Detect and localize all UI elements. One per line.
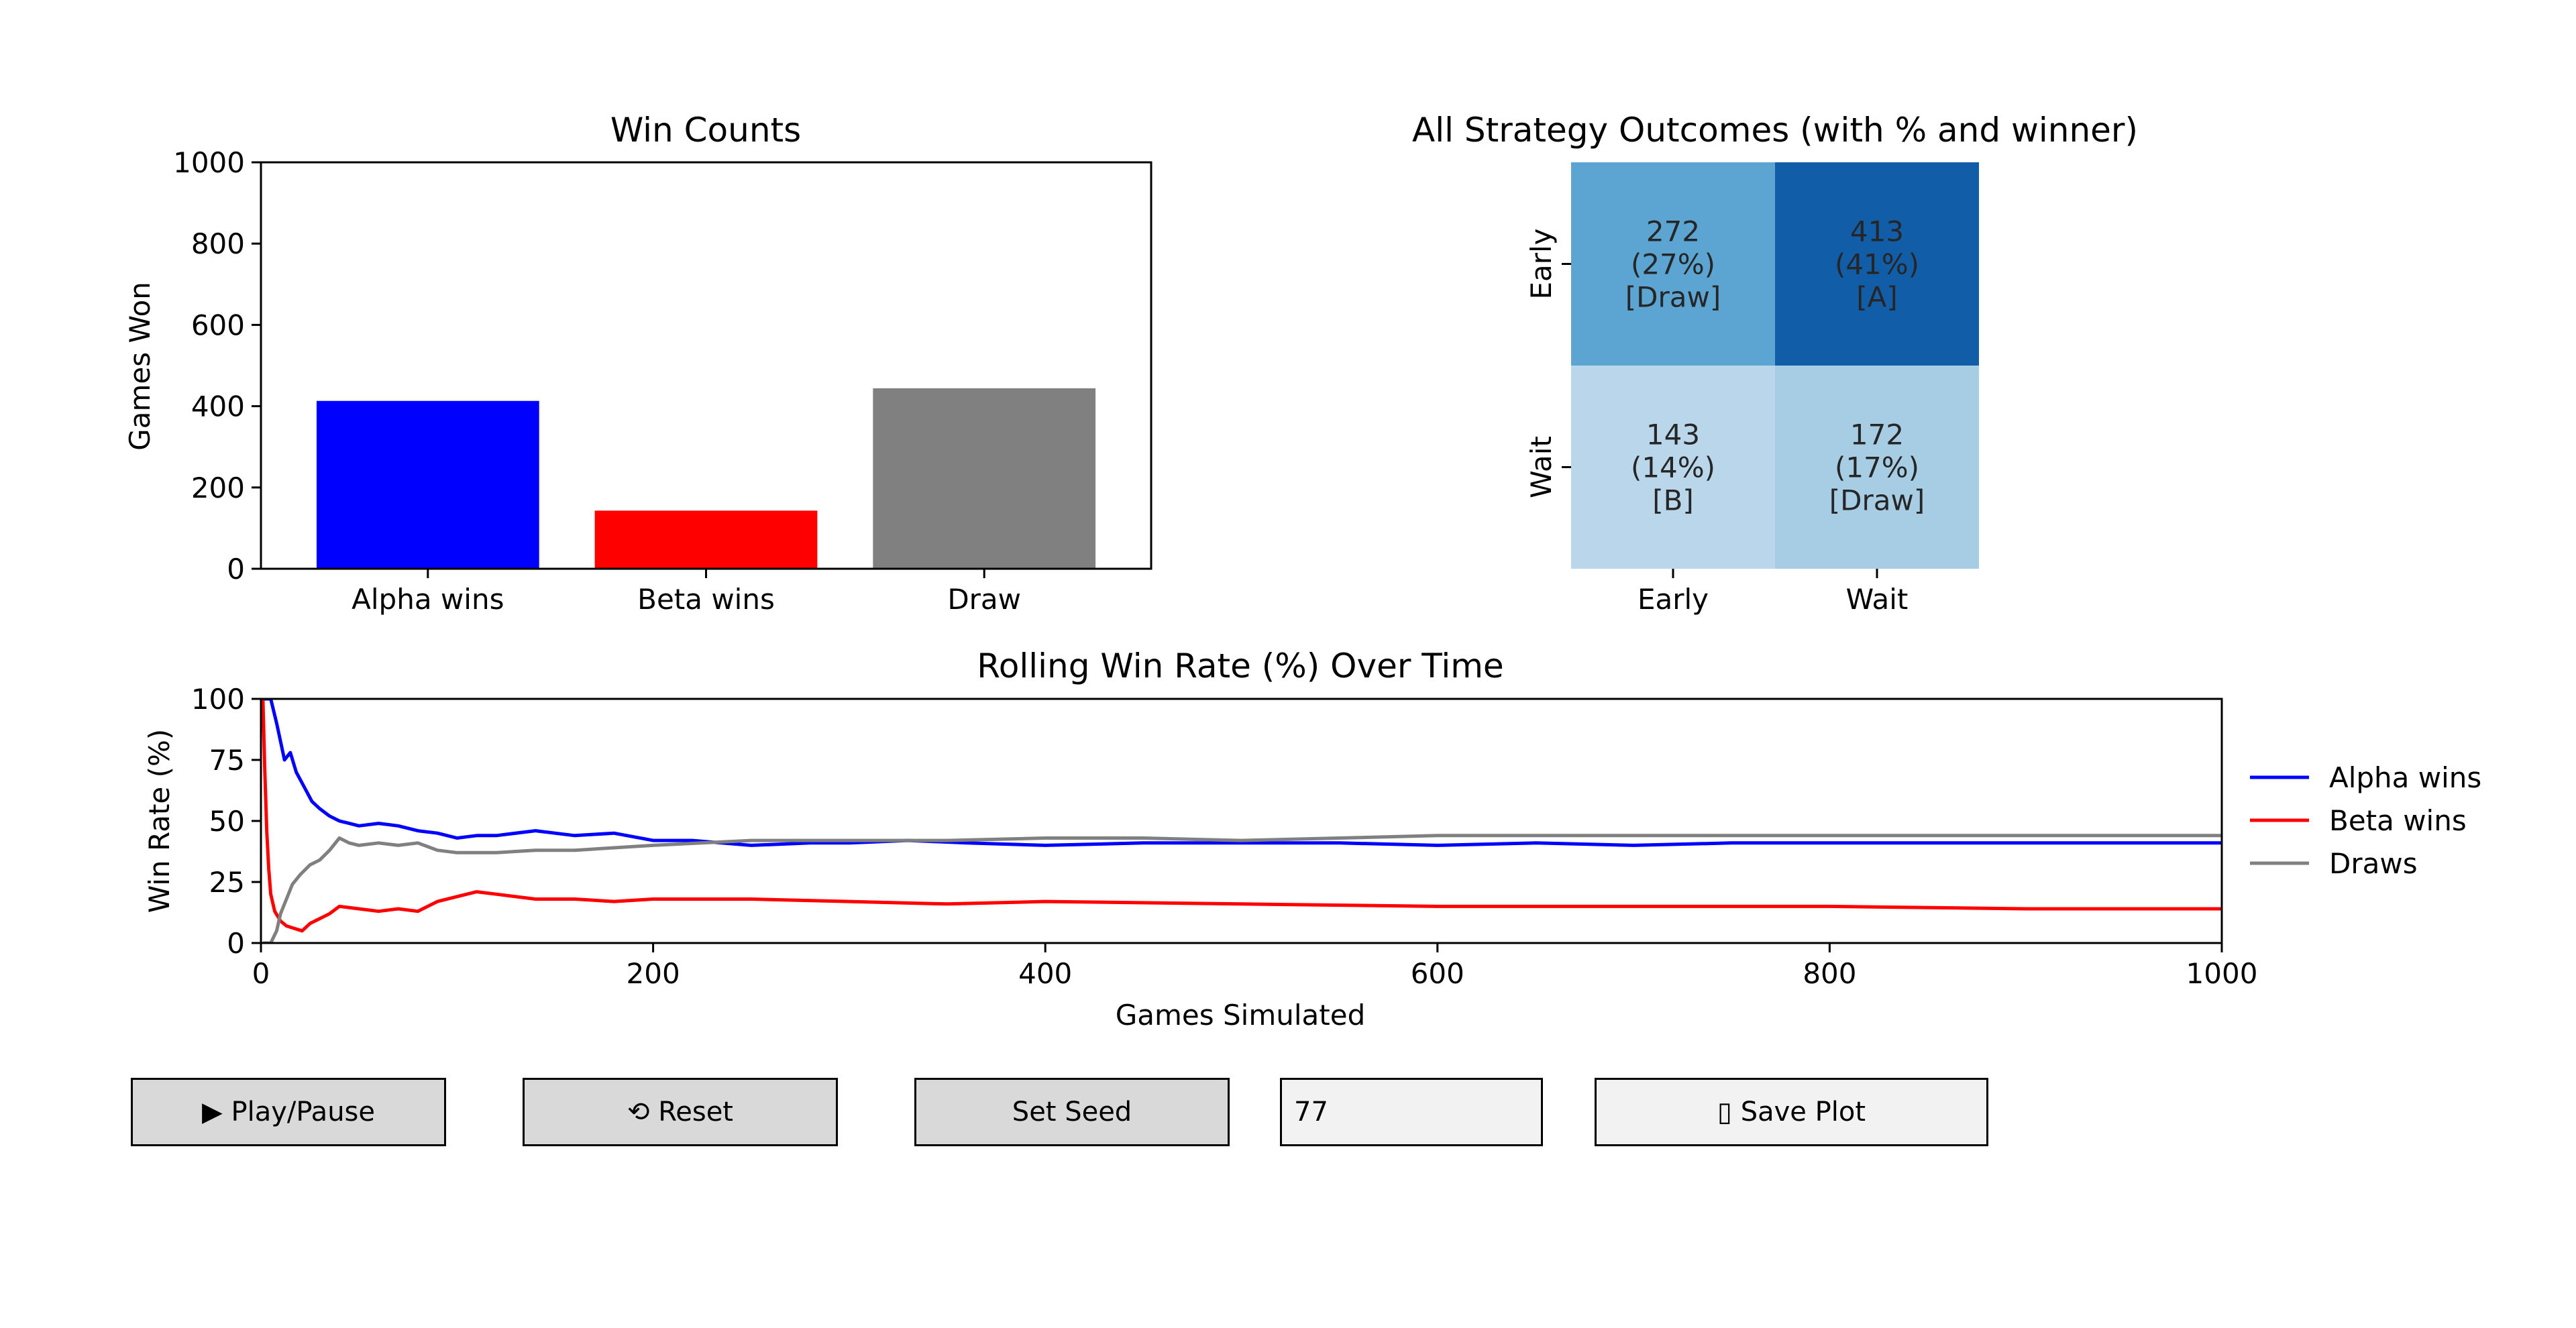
bar-plot-frame — [260, 161, 1152, 570]
bar-bars — [316, 388, 1096, 569]
heatmap-y-tick-label: Wait — [1525, 436, 1558, 498]
legend-label: Beta wins — [2329, 804, 2467, 837]
line-series — [261, 699, 2222, 943]
legend-label: Alpha wins — [2329, 761, 2481, 794]
play-pause-button[interactable]: ▶ Play/Pause — [131, 1078, 446, 1146]
heatmap-cell-count: 143 — [1646, 419, 1700, 451]
bar-x-ticks: Alpha wins Beta wins Draw — [352, 569, 1021, 616]
line-chart-ylabel: Win Rate (%) — [143, 729, 176, 914]
heatmap-cell-count: 413 — [1850, 215, 1904, 248]
heatmap-cell — [1571, 366, 1775, 569]
heatmap-cell-pct: (27%) — [1631, 248, 1715, 281]
series-line-draws — [262, 834, 2222, 943]
heatmap-cell-winner: [Draw] — [1625, 281, 1721, 314]
heatmap-cell-pct: (14%) — [1631, 451, 1715, 484]
bar-beta-wins — [594, 510, 818, 569]
bar-chart-title: Win Counts — [610, 111, 801, 150]
line-x-tick-label: 400 — [1018, 957, 1072, 990]
bar-alpha-wins — [316, 400, 539, 569]
heatmap-x-tick-label: Early — [1638, 583, 1709, 616]
series-line-beta-wins — [261, 699, 2222, 933]
line-y-tick-label: 25 — [209, 866, 245, 899]
bar-x-tick-label: Beta wins — [637, 583, 775, 616]
line-x-tick-label: 0 — [252, 957, 270, 990]
heatmap-ticks: Early Wait Early Wait — [1525, 228, 1908, 616]
bar-y-tick-label: 0 — [227, 553, 245, 586]
heatmap-cell-winner: [B] — [1652, 484, 1694, 517]
heatmap-cells: 272(27%)[Draw]413(41%)[A]143(14%)[B]172(… — [1571, 162, 1979, 569]
bar-y-tick-label: 600 — [191, 309, 245, 341]
heatmap-cell-count: 172 — [1850, 419, 1904, 451]
heatmap-x-tick-label: Wait — [1846, 583, 1909, 616]
bar-x-tick-label: Alpha wins — [352, 583, 504, 616]
heatmap-y-tick-label: Early — [1525, 228, 1558, 299]
heatmap-cell-count: 272 — [1646, 215, 1700, 248]
line-x-tick-label: 800 — [1803, 957, 1856, 990]
heatmap-cell — [1775, 366, 1979, 569]
bar-draw — [873, 388, 1096, 569]
heatmap-cell-pct: (41%) — [1835, 248, 1919, 281]
line-y-tick-label: 0 — [227, 927, 245, 960]
bar-y-tick-label: 800 — [191, 227, 245, 260]
line-ticks: 0 200 400 600 800 1000 0 25 50 75 100 — [191, 683, 2258, 990]
line-plot-frame — [260, 698, 2223, 944]
seed-input[interactable] — [1280, 1078, 1543, 1146]
bar-chart: Win Counts Games Won 0 200 400 600 800 1000 A… — [123, 111, 1152, 616]
legend-label: Draws — [2329, 847, 2418, 880]
line-x-tick-label: 600 — [1411, 957, 1464, 990]
line-chart: Rolling Win Rate (%) Over Time Games Sim… — [143, 647, 2481, 1032]
line-x-tick-label: 1000 — [2186, 957, 2258, 990]
bar-x-tick-label: Draw — [947, 583, 1021, 616]
bar-y-tick-label: 1000 — [173, 146, 245, 179]
line-legend: Alpha wins Beta wins Draws — [2250, 761, 2481, 880]
heatmap-cell-pct: (17%) — [1835, 451, 1919, 484]
heatmap-cell-winner: [A] — [1856, 281, 1898, 314]
bar-y-tick-label: 200 — [191, 472, 245, 504]
heatmap-cell — [1775, 162, 1979, 366]
line-y-tick-label: 50 — [209, 805, 245, 838]
heatmap-cell-winner: [Draw] — [1829, 484, 1925, 517]
bar-chart-ylabel: Games Won — [123, 282, 156, 451]
line-x-tick-label: 200 — [627, 957, 680, 990]
heatmap-title: All Strategy Outcomes (with % and winner… — [1412, 111, 2138, 150]
save-plot-button[interactable]: ▯ Save Plot — [1595, 1078, 1988, 1146]
set-seed-button[interactable]: Set Seed — [914, 1078, 1230, 1146]
reset-button[interactable]: ⟲ Reset — [523, 1078, 838, 1146]
line-y-tick-label: 75 — [209, 744, 245, 777]
heatmap-cell — [1571, 162, 1775, 366]
bar-y-tick-label: 400 — [191, 390, 245, 423]
heatmap-chart: All Strategy Outcomes (with % and winner… — [1412, 111, 2138, 616]
line-chart-xlabel: Games Simulated — [1116, 999, 1366, 1032]
line-y-tick-label: 100 — [191, 683, 245, 716]
bar-y-ticks: 0 200 400 600 800 1000 — [173, 146, 261, 586]
series-line-alpha-wins — [262, 699, 2222, 847]
line-chart-title: Rolling Win Rate (%) Over Time — [977, 647, 1503, 685]
